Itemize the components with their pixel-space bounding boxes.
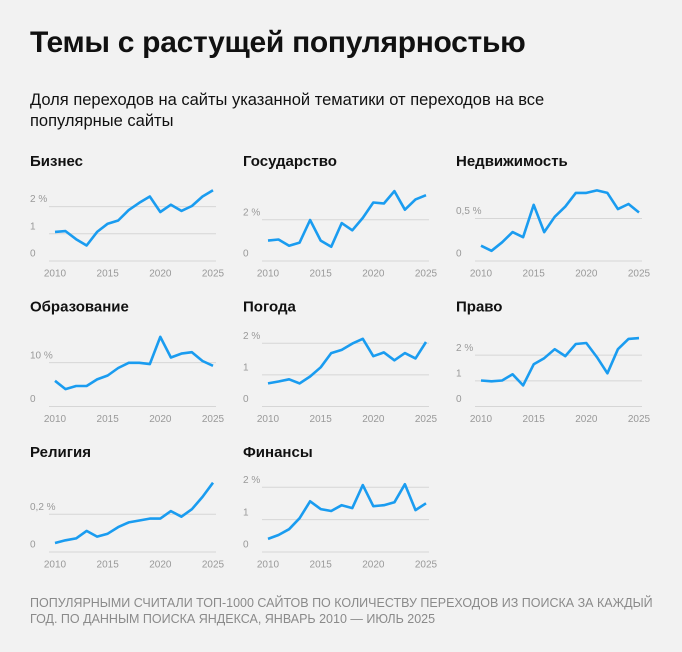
y-tick-label: 0 bbox=[243, 540, 249, 551]
x-tick-label: 2020 bbox=[362, 560, 385, 571]
x-tick-label: 2015 bbox=[97, 414, 120, 425]
x-tick-label: 2025 bbox=[202, 414, 225, 425]
x-tick-label: 2015 bbox=[310, 414, 333, 425]
data-line bbox=[267, 189, 427, 249]
x-tick-label: 2015 bbox=[310, 560, 333, 571]
x-tick-label: 2015 bbox=[523, 414, 546, 425]
x-tick-label: 2020 bbox=[362, 269, 385, 280]
panel-title: Государство bbox=[243, 153, 337, 170]
y-tick-label: 10 % bbox=[30, 350, 53, 361]
x-tick-label: 2015 bbox=[97, 560, 120, 571]
y-tick-label: 2 % bbox=[243, 207, 260, 218]
x-tick-label: 2010 bbox=[257, 269, 280, 280]
panel-title: Религия bbox=[30, 444, 91, 461]
x-tick-label: 2015 bbox=[310, 269, 333, 280]
data-line bbox=[54, 481, 215, 545]
y-tick-label: 0 bbox=[243, 249, 249, 260]
x-tick-label: 2010 bbox=[44, 269, 67, 280]
y-tick-label: 2 % bbox=[30, 194, 47, 205]
x-tick-label: 2010 bbox=[470, 414, 493, 425]
x-tick-label: 2010 bbox=[257, 560, 280, 571]
y-tick-label: 0 bbox=[456, 249, 462, 260]
panel-title: Право bbox=[456, 298, 502, 315]
x-tick-label: 2020 bbox=[575, 269, 598, 280]
x-tick-label: 2025 bbox=[202, 269, 225, 280]
y-tick-label: 1 bbox=[30, 221, 36, 232]
y-tick-label: 1 bbox=[243, 507, 249, 518]
data-line bbox=[480, 189, 640, 253]
y-tick-label: 2 % bbox=[243, 331, 260, 342]
panel-title: Образование bbox=[30, 298, 129, 315]
x-tick-label: 2015 bbox=[523, 269, 546, 280]
page-title: Темы с растущей популярностью bbox=[30, 26, 526, 59]
data-line bbox=[267, 337, 428, 385]
x-tick-label: 2025 bbox=[628, 414, 651, 425]
panel-title: Погода bbox=[243, 298, 296, 315]
data-line bbox=[54, 189, 214, 247]
panel-title: Финансы bbox=[243, 444, 313, 461]
x-tick-label: 2010 bbox=[470, 269, 493, 280]
x-tick-label: 2025 bbox=[415, 560, 438, 571]
x-tick-label: 2025 bbox=[415, 414, 438, 425]
x-tick-label: 2020 bbox=[362, 414, 385, 425]
y-tick-label: 0 bbox=[30, 540, 36, 551]
data-line bbox=[480, 336, 640, 387]
y-tick-label: 2 % bbox=[456, 343, 473, 354]
footnote: ПОПУЛЯРНЫМИ СЧИТАЛИ ТОП-1000 САЙТОВ ПО К… bbox=[30, 596, 653, 626]
x-tick-label: 2025 bbox=[628, 269, 651, 280]
x-tick-label: 2020 bbox=[575, 414, 598, 425]
x-tick-label: 2025 bbox=[415, 269, 438, 280]
data-line bbox=[267, 482, 427, 541]
panel-title: Недвижимость bbox=[456, 153, 568, 170]
y-tick-label: 0,5 % bbox=[456, 206, 482, 217]
y-tick-label: 0,2 % bbox=[30, 502, 56, 513]
y-tick-label: 1 bbox=[456, 368, 462, 379]
data-line bbox=[54, 335, 214, 391]
x-tick-label: 2020 bbox=[149, 414, 172, 425]
y-tick-label: 0 bbox=[30, 249, 36, 260]
x-tick-label: 2015 bbox=[97, 269, 120, 280]
y-tick-label: 1 bbox=[243, 363, 249, 374]
y-tick-label: 0 bbox=[30, 394, 36, 405]
x-tick-label: 2010 bbox=[44, 560, 67, 571]
y-tick-label: 0 bbox=[456, 394, 462, 405]
subtitle: Доля переходов на сайты указанной темати… bbox=[30, 91, 545, 130]
x-tick-label: 2025 bbox=[202, 560, 225, 571]
y-tick-label: 0 bbox=[243, 394, 249, 405]
x-tick-label: 2020 bbox=[149, 560, 172, 571]
y-tick-label: 2 % bbox=[243, 475, 260, 486]
x-tick-label: 2010 bbox=[257, 414, 280, 425]
x-tick-label: 2010 bbox=[44, 414, 67, 425]
x-tick-label: 2020 bbox=[149, 269, 172, 280]
panel-title: Бизнес bbox=[30, 153, 83, 170]
